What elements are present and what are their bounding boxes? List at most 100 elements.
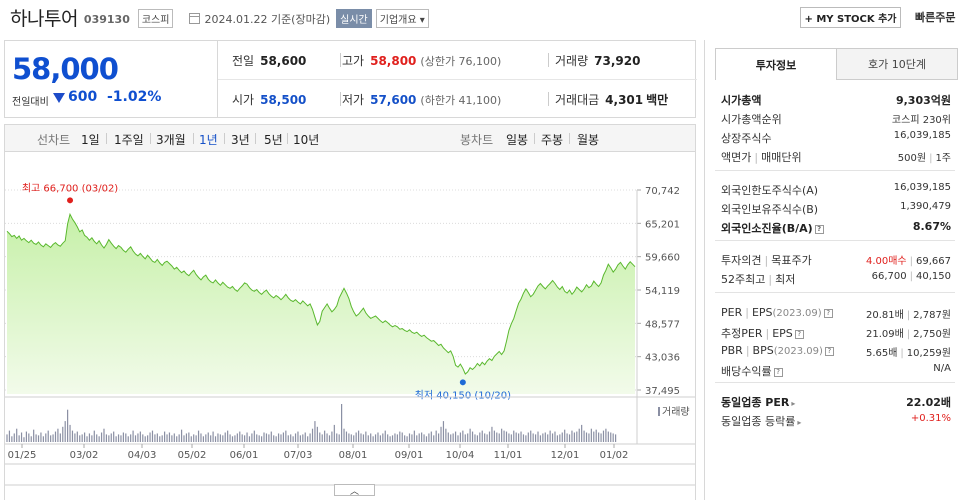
help-icon[interactable]: ? (794, 330, 804, 339)
info-text: 매매단위 (761, 151, 802, 164)
x-tick-label: 05/02 (178, 450, 207, 461)
amount-unit: 백만 (646, 93, 669, 107)
volume-bar (54, 431, 57, 442)
volume-bar (578, 428, 580, 442)
tab-10year[interactable]: 10년 (293, 133, 320, 147)
volume-bar (399, 431, 401, 442)
tab-1year[interactable]: 1년 (199, 133, 218, 147)
volume-bar (309, 433, 311, 442)
volume-bar (515, 432, 517, 442)
tab-1week[interactable]: 1주일 (114, 133, 144, 147)
volume-bar (345, 431, 348, 442)
tab-1day[interactable]: 1일 (81, 133, 100, 147)
volume-bar (401, 432, 403, 442)
stat-value: 4,301 (605, 93, 644, 107)
info-value: 22.02배 (906, 394, 951, 410)
stat-prev: 전일 58,600 (232, 52, 306, 69)
volume-bar (474, 434, 476, 442)
chart-period-tabs: 선차트 1일 1주일 3개월 1년 3년 5년 10년 봉차트 일봉 주봉 월봉 (4, 124, 696, 152)
max-marker (67, 197, 74, 204)
volume-bar (195, 435, 197, 442)
volume-bar (205, 434, 207, 442)
volume-bar (476, 435, 478, 442)
volume-bar (459, 432, 462, 442)
volume-bar (91, 435, 93, 442)
tab-5year[interactable]: 5년 (264, 133, 283, 147)
volume-bar (302, 434, 304, 442)
tab-3month[interactable]: 3개월 (156, 133, 186, 147)
volume-bar (30, 436, 32, 442)
volume-bar (258, 435, 260, 442)
volume-bar (350, 434, 352, 442)
volume-bar (147, 435, 149, 442)
current-price: 58,000 (12, 52, 119, 86)
info-text: 8.67% (912, 220, 951, 233)
info-value: 4.00매수 | 69,667 (865, 256, 951, 267)
volume-bar (484, 433, 486, 442)
info-row: 시가총액순위 코스피 230위 (721, 109, 951, 128)
volume-bar (607, 431, 609, 442)
volume-bar (62, 426, 64, 442)
divider (715, 382, 955, 383)
volume-bar (564, 429, 566, 442)
help-icon[interactable]: ? (823, 309, 833, 318)
info-key: 52주최고 | 최저 (721, 273, 796, 286)
info-key: 동일업종 PER ▸ (721, 394, 795, 410)
quick-order-button[interactable]: 빠른주문 (915, 11, 956, 24)
tab-invest-info[interactable]: 투자정보 (715, 48, 837, 80)
my-stock-add-button[interactable]: + MY STOCK 추가 (800, 7, 901, 28)
volume-bar (508, 433, 510, 442)
volume-bar (197, 430, 200, 442)
info-key: 시가총액 (721, 92, 761, 108)
tab-quote-10[interactable]: 호가 10단계 (836, 48, 958, 80)
price-chart[interactable]: 70,742 65,201 59,660 54,119 48,577 43,036 37,4… (4, 152, 696, 500)
volume-bar (103, 428, 105, 442)
volume-bar (263, 432, 265, 442)
volume-bar (25, 431, 27, 442)
volume-bar (396, 434, 398, 442)
help-icon[interactable]: ? (773, 368, 783, 377)
volume-bar (260, 436, 263, 442)
info-text: 최저 (775, 273, 796, 286)
volume-bar (338, 434, 340, 442)
volume-bar (40, 432, 42, 442)
volume-bar (214, 436, 217, 442)
tab-weekly[interactable]: 주봉 (541, 133, 564, 147)
volume-bar (178, 434, 180, 442)
volume-bar (442, 421, 445, 442)
info-value: 코스피 230위 (892, 111, 951, 126)
help-icon[interactable]: ? (814, 225, 824, 234)
volume-bar (357, 430, 360, 442)
volume-bar (433, 435, 435, 442)
info-text: 동일업종 PER (721, 396, 790, 409)
info-row: 투자의견 | 목표주가 4.00매수 | 69,667 (721, 250, 951, 269)
help-icon[interactable]: ? (824, 347, 834, 356)
volume-bar (583, 430, 585, 442)
tab-daily[interactable]: 일봉 (506, 133, 529, 147)
info-text: 액면가 (721, 151, 752, 164)
realtime-button[interactable]: 실시간 (336, 9, 372, 28)
volume-bar (549, 430, 551, 442)
volume-bar (212, 431, 214, 442)
info-text: 1,390,479 (900, 201, 951, 212)
stock-name: 하나투어 (10, 7, 78, 30)
volume-bar (505, 431, 508, 442)
volume-bar (239, 431, 241, 442)
volume-bar (544, 432, 546, 442)
volume-bar (602, 430, 605, 442)
volume-bar (522, 434, 525, 442)
tab-monthly[interactable]: 월봉 (577, 133, 600, 147)
info-value: N/A (933, 363, 951, 374)
volume-bar (294, 433, 297, 442)
collapse-chart-button[interactable]: ︿ (334, 484, 375, 497)
info-key: 동일업종 등락률 ▸ (721, 413, 801, 429)
volume-bar (336, 433, 338, 442)
info-key: 외국인보유주식수(B) (721, 201, 818, 217)
volume-bar (52, 434, 54, 442)
stat-label: 전일 (232, 54, 255, 68)
volume-bar (328, 435, 331, 442)
company-overview-button[interactable]: 기업개요 ▾ (375, 9, 429, 28)
volume-bar (67, 409, 69, 442)
chevron-up-icon: ︿ (349, 486, 359, 497)
tab-3year[interactable]: 3년 (231, 133, 250, 147)
